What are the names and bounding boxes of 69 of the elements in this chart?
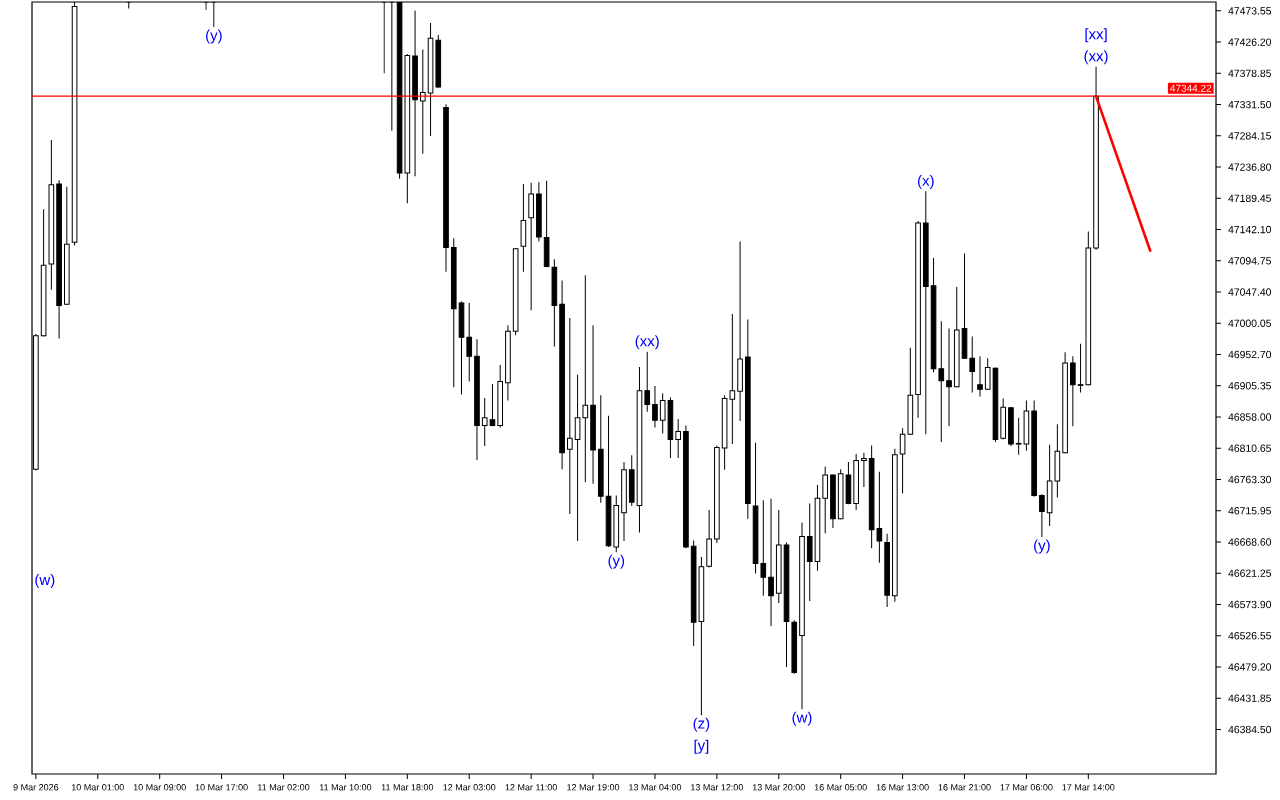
y-tick-label: 47284.15 (1228, 132, 1272, 140)
candlestick (466, 302, 473, 382)
ref-line-label: 47344.22 (1170, 84, 1212, 92)
candlestick (969, 336, 976, 394)
y-tick-label: 47426.20 (1228, 38, 1272, 46)
x-tick-label: 10 Mar 01:00 (71, 784, 124, 791)
x-tick-label: 13 Mar 20:00 (752, 784, 805, 791)
y-tick-label: 46479.20 (1228, 663, 1272, 671)
x-tick-label: 10 Mar 09:00 (133, 784, 186, 791)
candlestick (768, 498, 774, 627)
candlestick (861, 452, 867, 488)
x-tick-label: 12 Mar 19:00 (567, 784, 620, 791)
y-tick-label: 46715.95 (1228, 507, 1272, 515)
y-tick-label: 46810.65 (1228, 444, 1272, 452)
candlestick (1039, 493, 1045, 538)
x-tick-label: 11 Mar 18:00 (381, 784, 434, 791)
y-tick-label: 46905.35 (1228, 382, 1272, 390)
x-tick-label: 16 Mar 05:00 (814, 784, 867, 791)
candlestick (528, 182, 534, 311)
x-tick-label: 9 Mar 2026 (13, 784, 59, 791)
y-tick-label: 47378.85 (1228, 69, 1272, 78)
y-tick-label: 47000.05 (1228, 319, 1272, 327)
y-tick-label: 46621.25 (1228, 569, 1272, 577)
y-tick-label: 47142.10 (1228, 225, 1272, 234)
candlestick (675, 418, 681, 459)
annotation: (x) (918, 175, 934, 189)
y-tick-label: 46526.55 (1228, 632, 1272, 640)
x-tick-label: 12 Mar 03:00 (443, 784, 496, 791)
candlestick (567, 317, 573, 515)
y-tick-label: 47236.80 (1228, 163, 1272, 171)
x-tick-label: 11 Mar 10:00 (319, 784, 372, 791)
annotation: [y] (694, 739, 709, 754)
y-tick-label: 47047.40 (1228, 288, 1272, 296)
x-tick-label: 11 Mar 02:00 (258, 784, 310, 791)
annotation: (z) (693, 717, 710, 732)
x-tick-label: 17 Mar 14:00 (1062, 784, 1115, 791)
x-tick-label: 16 Mar 13:00 (876, 784, 929, 791)
annotation: (y) (1034, 539, 1050, 554)
candlestick (822, 466, 829, 534)
y-tick-label: 46858.00 (1228, 413, 1272, 421)
y-tick-label: 47189.45 (1228, 194, 1272, 202)
y-tick-label: 46668.60 (1228, 538, 1272, 546)
annotation: (w) (792, 711, 812, 726)
annotation: (y) (206, 29, 222, 44)
x-tick-label: 12 Mar 11:00 (505, 784, 557, 791)
annotation: [xx] (1085, 28, 1107, 43)
y-tick-label: 47331.50 (1228, 100, 1272, 109)
annotation: (xx) (1084, 50, 1108, 65)
x-tick-label: 10 Mar 17:00 (195, 784, 248, 791)
candlestick (419, 49, 426, 155)
y-tick-label: 46384.50 (1228, 725, 1272, 734)
y-tick-label: 46573.90 (1228, 600, 1272, 609)
candlestick (1070, 355, 1076, 427)
candlestick (644, 351, 651, 413)
annotation: (y) (608, 554, 625, 569)
y-tick-label: 47473.55 (1228, 7, 1272, 15)
y-tick-label: 46431.85 (1228, 694, 1272, 702)
x-tick-label: 13 Mar 12:00 (691, 784, 744, 791)
y-tick-label: 46952.70 (1228, 350, 1272, 359)
y-tick-label: 46763.30 (1228, 475, 1272, 484)
annotation: (xx) (635, 335, 659, 350)
candlestick (652, 385, 658, 429)
candlestick (946, 328, 952, 427)
y-tick-label: 47094.75 (1228, 257, 1272, 265)
x-tick-label: 13 Mar 04:00 (629, 784, 682, 791)
annotation: (w) (35, 574, 55, 588)
x-tick-label: 16 Mar 21:00 (938, 784, 991, 791)
x-tick-label: 17 Mar 06:00 (1000, 784, 1053, 791)
candlestick (977, 355, 983, 398)
